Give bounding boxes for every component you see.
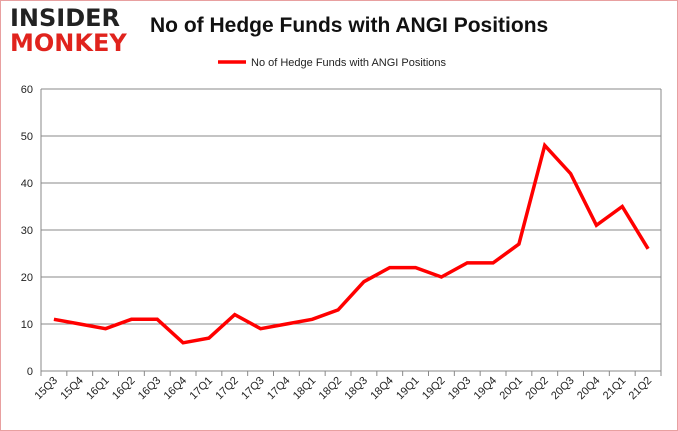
logo-line-1: INSIDER (10, 4, 121, 32)
x-tick-label: 19Q1 (394, 375, 422, 403)
y-tick-label: 10 (21, 319, 33, 331)
x-tick-label: 16Q2 (110, 375, 138, 403)
x-tick-label: 15Q3 (33, 375, 61, 403)
insider-monkey-logo: INSIDER MONKEY (10, 6, 127, 56)
x-tick-label: 19Q2 (420, 375, 448, 403)
x-tick-label: 20Q3 (549, 375, 577, 403)
x-tick-label: 18Q1 (291, 375, 319, 403)
y-tick-label: 40 (21, 178, 33, 190)
x-tick-label: 19Q4 (472, 375, 500, 403)
x-tick-label: 16Q3 (136, 375, 164, 403)
x-tick-label: 17Q1 (188, 375, 216, 403)
x-tick-label: 15Q4 (58, 375, 86, 403)
series-line (53, 141, 650, 345)
legend-label: No of Hedge Funds with ANGI Positions (251, 57, 447, 69)
x-tick-label: 18Q3 (343, 375, 371, 403)
x-tick-label: 16Q4 (162, 375, 190, 403)
x-tick-label: 20Q1 (498, 375, 526, 403)
x-tick-label: 21Q1 (601, 375, 629, 403)
x-tick-label: 17Q2 (213, 375, 241, 403)
y-tick-label: 20 (21, 272, 33, 284)
y-tick-label: 30 (21, 225, 33, 237)
x-tick-label: 16Q1 (84, 375, 112, 403)
x-tick-label: 18Q2 (317, 375, 345, 403)
logo-line-2: MONKEY (10, 29, 127, 57)
x-tick-label: 18Q4 (368, 375, 396, 403)
y-tick-label: 60 (21, 84, 33, 96)
x-tick-label: 20Q2 (523, 375, 551, 403)
x-tick-label: 17Q3 (239, 375, 267, 403)
x-tick-label: 20Q4 (575, 375, 603, 403)
y-tick-label: 50 (21, 131, 33, 143)
chart-title: No of Hedge Funds with ANGI Positions (150, 14, 549, 37)
x-tick-label: 21Q2 (627, 375, 655, 403)
x-tick-label: 17Q4 (265, 375, 293, 403)
y-tick-label: 0 (27, 366, 33, 378)
x-tick-label: 19Q3 (446, 375, 474, 403)
